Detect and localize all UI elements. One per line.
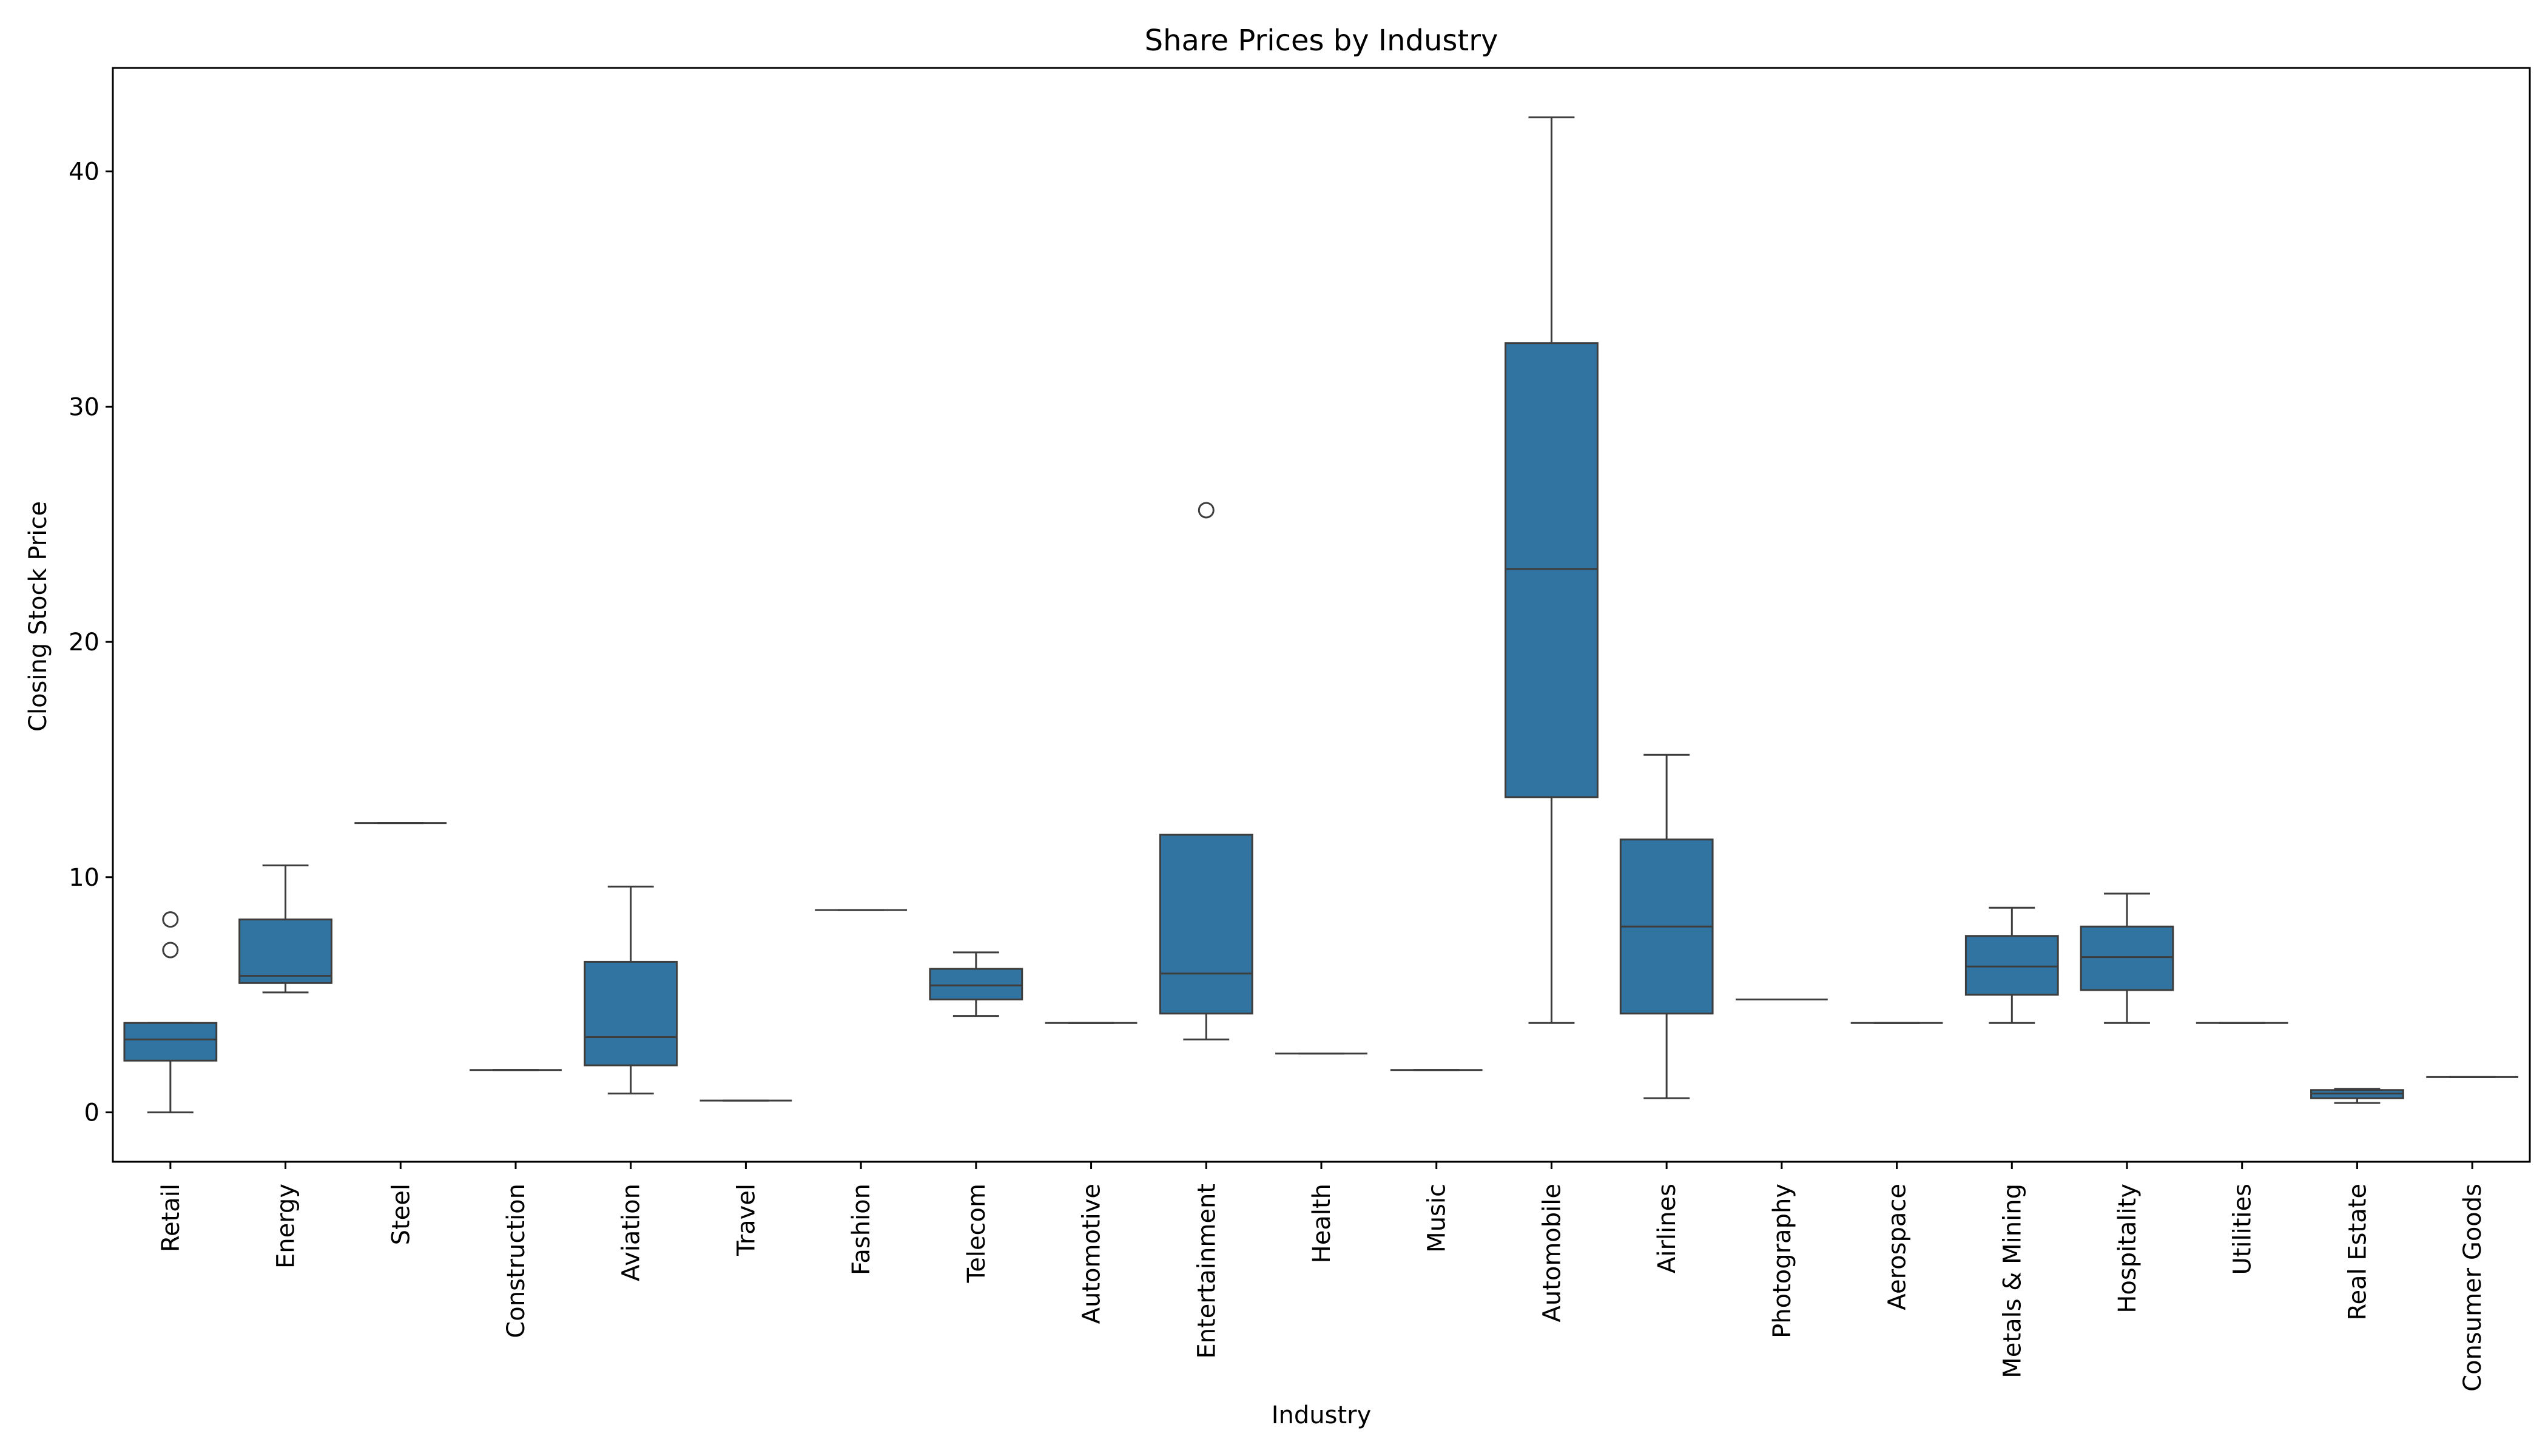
x-tick-label: Utilities: [2229, 1184, 2257, 1275]
box-aviation: [584, 885, 678, 1095]
x-tick-label: Airlines: [1653, 1184, 1681, 1273]
x-tick-label: Steel: [387, 1184, 415, 1245]
box-telecom: [929, 951, 1023, 1017]
box-real-estate: [2310, 1088, 2404, 1104]
iqr-box: [2080, 925, 2174, 991]
chart-title: Share Prices by Industry: [1145, 24, 1498, 58]
x-tick-label: Real Estate: [2344, 1184, 2371, 1321]
x-tick-label: Automobile: [1538, 1184, 1566, 1323]
iqr-box: [238, 918, 332, 984]
box-metals-mining: [1964, 906, 2059, 1024]
y-tick-label: 30: [69, 393, 99, 421]
outlier-point: [162, 942, 179, 959]
iqr-box: [123, 1022, 218, 1062]
y-tick-label: 40: [69, 158, 99, 186]
x-tick-label: Aerospace: [1884, 1184, 1912, 1310]
y-tick-label: 20: [69, 629, 99, 656]
box-energy: [238, 864, 332, 994]
x-tick-label: Entertainment: [1193, 1184, 1221, 1359]
x-tick-label: Photography: [1768, 1184, 1796, 1338]
y-axis-ticks: 0 10 20 30 40: [69, 158, 113, 1127]
y-tick-label: 0: [84, 1099, 99, 1127]
x-tick-label: Metals & Mining: [1998, 1184, 2026, 1378]
box-hospitality: [2080, 892, 2174, 1024]
plot-area-frame: [112, 67, 2531, 1163]
outlier-point: [1198, 502, 1215, 519]
x-tick-label: Energy: [272, 1184, 300, 1269]
y-tick-label: 10: [69, 864, 99, 892]
x-tick-label: Consumer Goods: [2459, 1184, 2487, 1392]
box-automobile: [1505, 116, 1599, 1024]
iqr-box: [1964, 935, 2059, 996]
iqr-box: [1505, 342, 1599, 798]
x-axis-ticks: Retail Energy Steel Construction Aviation Tra…: [157, 1162, 2487, 1392]
x-tick-label: Music: [1423, 1184, 1451, 1253]
box-entertainment: [1159, 502, 1253, 1040]
x-tick-label: Aviation: [618, 1184, 645, 1281]
x-tick-label: Hospitality: [2114, 1184, 2142, 1313]
y-axis-label: Closing Stock Price: [24, 501, 52, 732]
x-tick-label: Construction: [502, 1184, 530, 1338]
iqr-box: [1159, 834, 1253, 1015]
iqr-box: [584, 960, 678, 1067]
x-tick-label: Automotive: [1078, 1184, 1106, 1324]
box-retail: [123, 911, 218, 1114]
box-series: [123, 116, 2519, 1114]
iqr-box: [929, 968, 1023, 1000]
x-tick-label: Fashion: [848, 1184, 875, 1275]
x-tick-label: Telecom: [963, 1184, 991, 1283]
x-axis-label: Industry: [1272, 1401, 1372, 1429]
box-airlines: [1619, 753, 1714, 1099]
outlier-point: [162, 911, 179, 928]
x-tick-label: Retail: [157, 1184, 185, 1252]
x-tick-label: Travel: [732, 1184, 760, 1256]
x-tick-label: Health: [1308, 1184, 1336, 1263]
